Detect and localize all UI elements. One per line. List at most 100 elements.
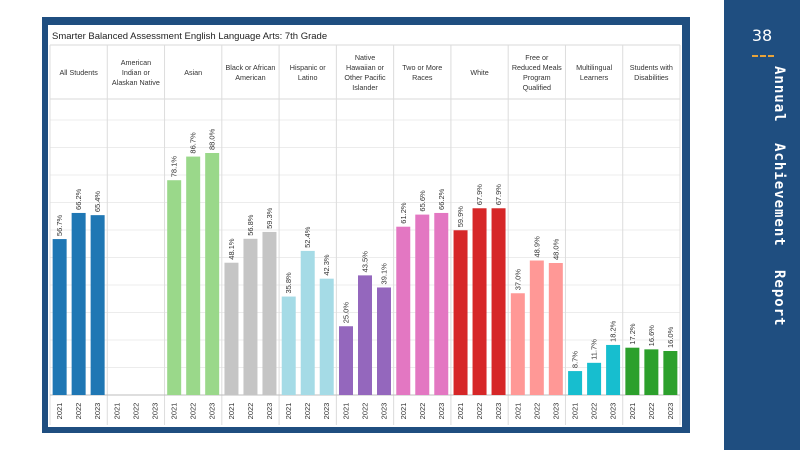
- data-label: 25.0%: [342, 302, 351, 324]
- side-title-annual: Annual: [771, 66, 787, 123]
- data-label: 52.4%: [303, 226, 312, 248]
- year-tick-label: 2023: [380, 403, 389, 420]
- side-title-report: Report: [771, 270, 787, 327]
- year-tick-label: 2022: [475, 403, 484, 420]
- year-tick-label: 2023: [150, 403, 159, 420]
- group-label: Islander: [352, 83, 378, 92]
- bar: [606, 344, 621, 395]
- bar: [377, 287, 391, 395]
- year-tick-label: 2022: [418, 403, 427, 420]
- data-label: 65.4%: [93, 191, 102, 213]
- bar: [529, 260, 544, 395]
- bar: [510, 293, 525, 395]
- year-tick-label: 2023: [265, 403, 274, 420]
- bar: [453, 230, 468, 395]
- data-label: 66.2%: [437, 188, 446, 210]
- year-tick-label: 2023: [93, 403, 102, 420]
- bar: [625, 347, 640, 395]
- group-label: Learners: [580, 73, 609, 82]
- group-label: Native: [355, 53, 375, 62]
- bar: [281, 296, 296, 395]
- bar: [319, 278, 334, 395]
- group-label: Reduced Meals: [512, 63, 562, 72]
- data-label: 18.2%: [609, 320, 618, 342]
- bar: [396, 226, 411, 395]
- group-label: Two or More: [402, 63, 442, 72]
- year-tick-label: 2021: [170, 403, 179, 420]
- year-tick-label: 2022: [590, 403, 599, 420]
- bar: [568, 371, 583, 395]
- year-tick-label: 2021: [342, 403, 351, 420]
- year-tick-label: 2021: [284, 403, 293, 420]
- bar: [167, 180, 182, 395]
- group-label: Students with: [630, 63, 673, 72]
- bar: [644, 349, 659, 395]
- data-label: 66.2%: [74, 188, 83, 210]
- data-label: 56.8%: [246, 214, 255, 236]
- bar: [300, 250, 315, 395]
- bar: [339, 326, 353, 395]
- data-label: 39.1%: [380, 263, 389, 285]
- group-label: Alaskan Native: [112, 78, 160, 87]
- data-label: 86.7%: [189, 132, 198, 154]
- data-label: 37.0%: [513, 269, 522, 291]
- data-label: 43.5%: [361, 251, 370, 273]
- data-label: 42.3%: [322, 254, 331, 276]
- data-label: 48.1%: [227, 238, 236, 260]
- bar: [358, 275, 372, 395]
- group-label: Multilingual: [576, 63, 612, 72]
- bar: [415, 214, 430, 395]
- year-tick-label: 2022: [189, 403, 198, 420]
- group-label: Races: [412, 73, 433, 82]
- group-label: Free or: [525, 53, 549, 62]
- year-tick-label: 2023: [494, 403, 503, 420]
- group-label: White: [470, 68, 488, 77]
- year-tick-label: 2021: [571, 403, 580, 420]
- bar: [90, 215, 105, 395]
- group-label: Indian or: [122, 68, 151, 77]
- group-label: Disabilities: [634, 73, 669, 82]
- group-label: Qualified: [523, 83, 551, 92]
- bar: [434, 212, 449, 395]
- year-tick-label: 2021: [513, 403, 522, 420]
- data-label: 67.9%: [475, 184, 484, 206]
- year-tick-label: 2023: [609, 403, 618, 420]
- group-label: All Students: [59, 68, 98, 77]
- side-panel: 38 Annual Achievement Report: [724, 0, 800, 450]
- data-label: 16.0%: [666, 326, 675, 348]
- year-tick-label: 2023: [666, 403, 675, 420]
- accent-dash: [752, 55, 774, 57]
- data-label: 35.8%: [284, 272, 293, 294]
- bar: [224, 262, 239, 395]
- year-tick-label: 2023: [208, 403, 217, 420]
- data-label: 17.2%: [628, 323, 637, 345]
- data-label: 59.3%: [265, 207, 274, 229]
- group-label: Black or African: [225, 63, 275, 72]
- year-tick-label: 2023: [437, 403, 446, 420]
- group-label: Latino: [298, 73, 318, 82]
- bar: [491, 208, 506, 395]
- bar: [186, 156, 201, 395]
- bar: [71, 212, 86, 395]
- chart-title: Smarter Balanced Assessment English Lang…: [52, 31, 327, 42]
- data-label: 88.0%: [208, 128, 217, 150]
- group-label: Asian: [184, 68, 202, 77]
- data-label: 56.7%: [55, 214, 64, 236]
- year-tick-label: 2021: [112, 403, 121, 420]
- year-tick-label: 2023: [322, 403, 331, 420]
- bar-chart: Smarter Balanced Assessment English Lang…: [49, 31, 681, 425]
- bar: [587, 362, 602, 395]
- year-tick-label: 2022: [303, 403, 312, 420]
- bar: [472, 208, 487, 395]
- data-label: 48.9%: [532, 236, 541, 258]
- group-label: American: [121, 58, 151, 67]
- bar: [243, 238, 258, 395]
- year-tick-label: 2022: [74, 403, 83, 420]
- year-tick-label: 2022: [246, 403, 255, 420]
- year-tick-label: 2022: [131, 403, 140, 420]
- year-tick-label: 2022: [647, 403, 656, 420]
- bar: [205, 153, 220, 395]
- page-number: 38: [751, 26, 773, 45]
- group-label: Program: [523, 73, 551, 82]
- data-label: 61.2%: [399, 202, 408, 224]
